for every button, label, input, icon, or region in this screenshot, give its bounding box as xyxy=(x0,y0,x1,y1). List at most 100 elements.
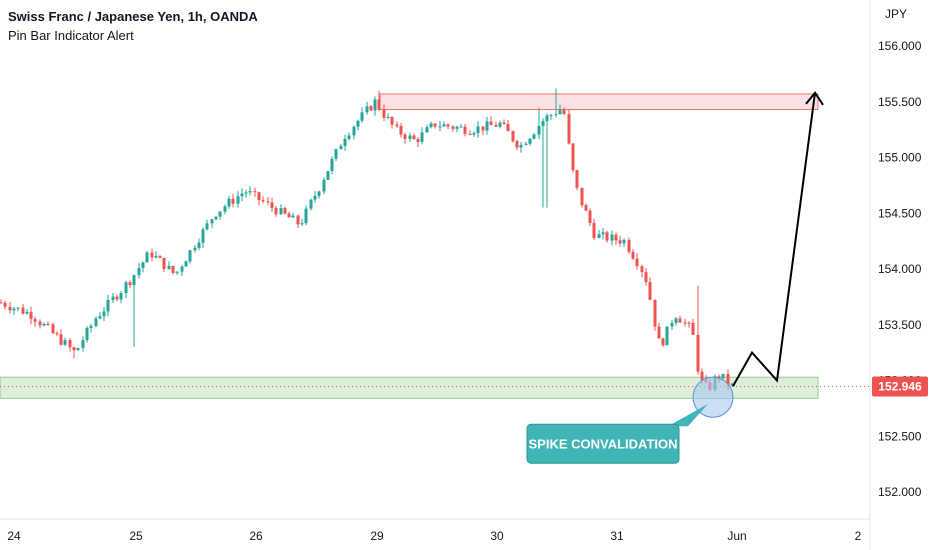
candle-body[interactable] xyxy=(162,257,166,269)
candle-body[interactable] xyxy=(644,272,648,283)
candle-body[interactable] xyxy=(657,326,661,339)
candle-body[interactable] xyxy=(21,307,25,314)
candle-body[interactable] xyxy=(661,338,665,346)
candle-body[interactable] xyxy=(343,138,347,147)
candle-body[interactable] xyxy=(3,302,7,307)
candle-body[interactable] xyxy=(597,234,601,238)
candle-body[interactable] xyxy=(244,192,248,194)
candle-body[interactable] xyxy=(528,138,532,144)
candle-body[interactable] xyxy=(395,124,399,127)
candle-body[interactable] xyxy=(106,299,110,312)
candle-body[interactable] xyxy=(631,251,635,259)
candle-body[interactable] xyxy=(554,114,558,116)
candle-body[interactable] xyxy=(580,187,584,206)
candle-body[interactable] xyxy=(549,115,553,117)
candle-body[interactable] xyxy=(322,179,326,192)
candle-body[interactable] xyxy=(700,371,704,381)
candle-body[interactable] xyxy=(8,306,12,311)
candle-body[interactable] xyxy=(218,211,222,217)
candle-body[interactable] xyxy=(696,334,700,372)
candle-body[interactable] xyxy=(46,324,50,326)
candle-body[interactable] xyxy=(519,144,523,148)
candle-body[interactable] xyxy=(726,373,730,385)
candle-body[interactable] xyxy=(274,207,278,215)
candle-body[interactable] xyxy=(270,202,274,208)
candle-body[interactable] xyxy=(567,113,571,144)
candle-body[interactable] xyxy=(601,232,605,235)
candle-body[interactable] xyxy=(59,334,63,345)
candle-body[interactable] xyxy=(451,126,455,129)
candle-body[interactable] xyxy=(610,234,614,241)
candle-body[interactable] xyxy=(730,383,734,385)
candle-body[interactable] xyxy=(524,143,528,145)
candle-body[interactable] xyxy=(63,340,67,345)
candle-body[interactable] xyxy=(167,265,171,269)
candle-body[interactable] xyxy=(214,216,218,220)
candle-body[interactable] xyxy=(68,340,72,348)
candle-body[interactable] xyxy=(300,223,304,225)
candle-body[interactable] xyxy=(408,135,412,139)
candle-body[interactable] xyxy=(171,265,175,273)
candle-body[interactable] xyxy=(485,121,489,131)
candle-body[interactable] xyxy=(683,322,687,324)
candle-body[interactable] xyxy=(313,195,317,200)
candle-body[interactable] xyxy=(356,120,360,127)
candle-body[interactable] xyxy=(562,109,566,114)
candle-body[interactable] xyxy=(489,121,493,126)
candle-body[interactable] xyxy=(309,199,313,209)
candle-body[interactable] xyxy=(382,109,386,118)
candle-body[interactable] xyxy=(472,133,476,135)
candle-body[interactable] xyxy=(442,124,446,127)
candle-body[interactable] xyxy=(89,325,93,328)
candle-body[interactable] xyxy=(193,247,197,251)
candle-body[interactable] xyxy=(640,266,644,273)
candle-body[interactable] xyxy=(180,266,184,272)
candle-body[interactable] xyxy=(665,326,669,346)
candle-body[interactable] xyxy=(175,271,179,273)
candle-body[interactable] xyxy=(330,158,334,172)
candle-body[interactable] xyxy=(266,201,270,203)
candle-body[interactable] xyxy=(291,215,295,218)
candle-body[interactable] xyxy=(584,205,588,211)
candle-body[interactable] xyxy=(248,191,252,193)
candle-body[interactable] xyxy=(257,192,261,201)
candle-body[interactable] xyxy=(128,282,132,286)
candle-body[interactable] xyxy=(571,143,575,171)
candle-body[interactable] xyxy=(433,123,437,127)
candle-body[interactable] xyxy=(81,340,85,349)
candle-body[interactable] xyxy=(425,127,429,133)
candle-body[interactable] xyxy=(674,318,678,324)
candle-body[interactable] xyxy=(687,322,691,324)
candle-body[interactable] xyxy=(158,256,162,258)
candle-body[interactable] xyxy=(558,109,562,115)
candle-body[interactable] xyxy=(575,170,579,188)
candle-body[interactable] xyxy=(403,134,407,139)
candle-body[interactable] xyxy=(386,116,390,118)
candle-body[interactable] xyxy=(85,327,89,341)
candle-body[interactable] xyxy=(296,215,300,225)
candle-body[interactable] xyxy=(605,232,609,241)
candle-body[interactable] xyxy=(0,302,3,304)
candle-body[interactable] xyxy=(339,146,343,150)
candle-body[interactable] xyxy=(515,141,519,148)
candle-body[interactable] xyxy=(98,316,102,319)
candle-body[interactable] xyxy=(365,106,369,113)
candle-body[interactable] xyxy=(231,198,235,204)
candle-body[interactable] xyxy=(72,347,76,351)
candle-body[interactable] xyxy=(511,131,515,142)
candle-body[interactable] xyxy=(197,242,201,248)
candle-body[interactable] xyxy=(502,122,506,125)
candle-body[interactable] xyxy=(648,282,652,300)
candle-body[interactable] xyxy=(494,125,498,127)
candle-body[interactable] xyxy=(223,206,227,212)
candle-body[interactable] xyxy=(670,323,674,327)
candle-body[interactable] xyxy=(55,333,59,335)
candle-body[interactable] xyxy=(614,234,618,241)
candle-body[interactable] xyxy=(541,121,545,127)
candle-body[interactable] xyxy=(12,308,16,311)
candle-body[interactable] xyxy=(279,207,283,215)
candle-body[interactable] xyxy=(51,324,55,334)
candle-body[interactable] xyxy=(42,324,46,326)
candle-body[interactable] xyxy=(188,250,192,262)
